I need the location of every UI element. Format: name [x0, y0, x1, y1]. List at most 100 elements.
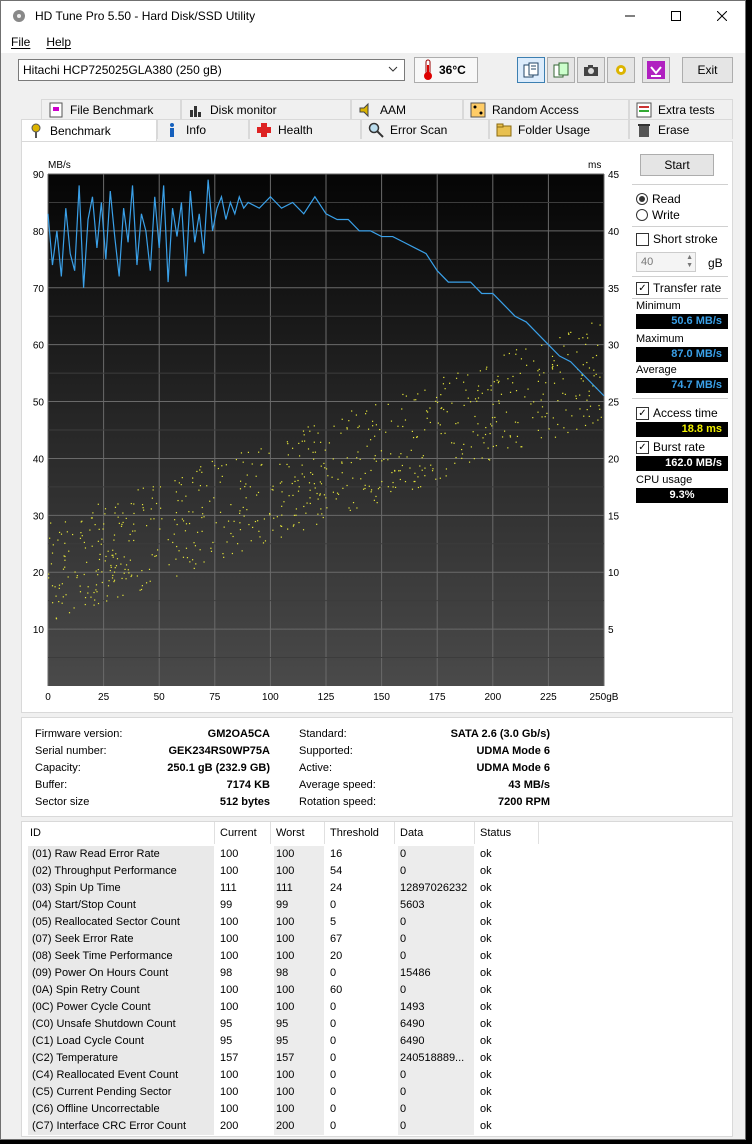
minimize-button[interactable]	[607, 1, 653, 31]
access-time-point	[125, 564, 128, 566]
table-row[interactable]: (04) Start/Stop Count 99 99 0 5603 ok	[22, 897, 732, 914]
tab-info[interactable]: Info	[157, 119, 249, 139]
col-header-id[interactable]: ID	[30, 827, 41, 839]
tab-label: Disk monitor	[210, 102, 277, 117]
options-button[interactable]	[607, 57, 635, 83]
smart-threshold: 24	[330, 882, 343, 894]
access-time-point	[337, 478, 339, 480]
table-row[interactable]: (09) Power On Hours Count 98 98 0 15486 ok	[22, 965, 732, 982]
access-time-point	[233, 520, 235, 522]
col-header-status[interactable]: Status	[480, 827, 512, 839]
access-time-point	[374, 435, 376, 437]
access-time-point	[113, 534, 116, 536]
access-time-point	[404, 480, 407, 483]
table-row[interactable]: (05) Reallocated Sector Count 100 100 5 0 ok	[22, 914, 732, 931]
access-time-point	[161, 518, 163, 520]
smart-current: 95	[220, 1018, 233, 1030]
table-row[interactable]: (C4) Reallocated Event Count 100 100 0 0 ok	[22, 1067, 732, 1084]
write-radio[interactable]: Write	[636, 208, 680, 222]
table-row[interactable]: (08) Seek Time Performance 100 100 20 0 ok	[22, 948, 732, 965]
col-header-current[interactable]: Current	[220, 827, 257, 839]
access-time-point	[185, 495, 187, 497]
access-time-checkbox[interactable]: ✓ Access time	[636, 406, 718, 420]
save-screenshot-button[interactable]	[577, 57, 605, 83]
access-time-point	[93, 591, 95, 594]
access-time-point	[586, 399, 588, 401]
tab-extra-tests[interactable]: Extra tests	[629, 99, 733, 119]
smart-status: ok	[480, 865, 492, 877]
table-row[interactable]: (07) Seek Error Rate 100 100 67 0 ok	[22, 931, 732, 948]
tab-random-access[interactable]: Random Access	[463, 99, 629, 119]
menu-help[interactable]: Help	[46, 35, 72, 49]
tab-erase[interactable]: Erase	[629, 119, 733, 139]
access-time-point	[133, 512, 135, 515]
access-time-point	[595, 354, 598, 357]
thermometer-icon	[424, 59, 432, 80]
table-row[interactable]: (02) Throughput Performance 100 100 54 0 ok	[22, 863, 732, 880]
access-time-point	[530, 403, 532, 405]
access-time-point	[292, 494, 294, 496]
table-row[interactable]: (C2) Temperature 157 157 0 240518889... ok	[22, 1050, 732, 1067]
access-time-point	[304, 440, 306, 442]
table-row[interactable]: (0C) Power Cycle Count 100 100 0 1493 ok	[22, 999, 732, 1016]
tab-health[interactable]: Health	[249, 119, 361, 139]
table-row[interactable]: (C7) Interface CRC Error Count 200 200 0 0 ok	[22, 1118, 732, 1135]
burst-rate-checkbox[interactable]: ✓ Burst rate	[636, 440, 705, 454]
table-row[interactable]: (03) Spin Up Time 111 111 24 12897026232 ok	[22, 880, 732, 897]
access-time-point	[360, 478, 362, 480]
tab-folder-usage[interactable]: Folder Usage	[489, 119, 629, 139]
tab-benchmark[interactable]: Benchmark	[21, 119, 157, 141]
access-time-point	[445, 475, 447, 477]
tab-aam[interactable]: AAM	[351, 99, 463, 119]
col-header-threshold[interactable]: Threshold	[330, 827, 379, 839]
read-radio[interactable]: Read	[636, 192, 681, 206]
table-row[interactable]: (0A) Spin Retry Count 100 100 60 0 ok	[22, 982, 732, 999]
stroke-size-stepper[interactable]: 40 ▲ ▼	[636, 252, 696, 272]
serial-value: GEK234RS0WP75A	[168, 745, 271, 757]
tab-disk-monitor[interactable]: Disk monitor	[181, 99, 351, 119]
start-button[interactable]: Start	[640, 154, 714, 176]
tab-error-scan[interactable]: Error Scan	[361, 119, 489, 139]
table-row[interactable]: (C6) Offline Uncorrectable 100 100 0 0 ok	[22, 1101, 732, 1118]
exit-button[interactable]: Exit	[682, 57, 733, 83]
access-time-point	[413, 399, 415, 401]
table-row[interactable]: (C0) Unsafe Shutdown Count 95 95 0 6490 ok	[22, 1016, 732, 1033]
copy-image-icon	[553, 62, 569, 78]
copy-text-button[interactable]	[517, 57, 545, 83]
y-left-unit: MB/s	[48, 160, 71, 171]
transfer-rate-checkbox[interactable]: ✓ Transfer rate	[636, 281, 721, 295]
col-header-worst[interactable]: Worst	[276, 827, 305, 839]
access-time-point	[130, 502, 132, 505]
menu-file[interactable]: File	[11, 35, 31, 49]
table-row[interactable]: (01) Raw Read Error Rate 100 100 16 0 ok	[22, 846, 732, 863]
access-time-point	[66, 531, 68, 533]
access-time-point	[202, 513, 204, 515]
access-time-point	[62, 568, 65, 570]
copy-screenshot-button[interactable]	[547, 57, 575, 83]
access-time-point	[192, 477, 194, 479]
rotation-speed-value: 7200 RPM	[498, 796, 550, 808]
access-time-point	[563, 427, 565, 429]
smart-current: 100	[220, 950, 239, 962]
access-time-point	[320, 441, 322, 443]
drive-select[interactable]: Hitachi HCP725025GLA380 (250 gB)	[18, 59, 405, 81]
access-time-point	[489, 432, 491, 435]
access-time-point	[341, 461, 343, 463]
maximize-button[interactable]	[653, 1, 699, 31]
close-button[interactable]	[699, 1, 745, 31]
y-right-tick-label: 40	[608, 227, 620, 238]
access-time-point	[121, 523, 123, 526]
stepper-arrows-icon[interactable]: ▲ ▼	[686, 254, 693, 269]
col-header-data[interactable]: Data	[400, 827, 424, 839]
short-stroke-checkbox[interactable]: Short stroke	[636, 232, 718, 246]
smart-attribute-name: (02) Throughput Performance	[28, 863, 214, 880]
access-time-point	[495, 421, 498, 423]
save-button[interactable]	[642, 57, 670, 83]
smart-attribute-name: (C2) Temperature	[28, 1050, 214, 1067]
table-row[interactable]: (C1) Load Cycle Count 95 95 0 6490 ok	[22, 1033, 732, 1050]
access-time-point	[474, 398, 477, 400]
tab-file-benchmark[interactable]: File Benchmark	[41, 99, 181, 119]
title-bar[interactable]: HD Tune Pro 5.50 - Hard Disk/SSD Utility	[1, 1, 745, 31]
access-time-point	[342, 487, 344, 489]
table-row[interactable]: (C5) Current Pending Sector 100 100 0 0 ok	[22, 1084, 732, 1101]
